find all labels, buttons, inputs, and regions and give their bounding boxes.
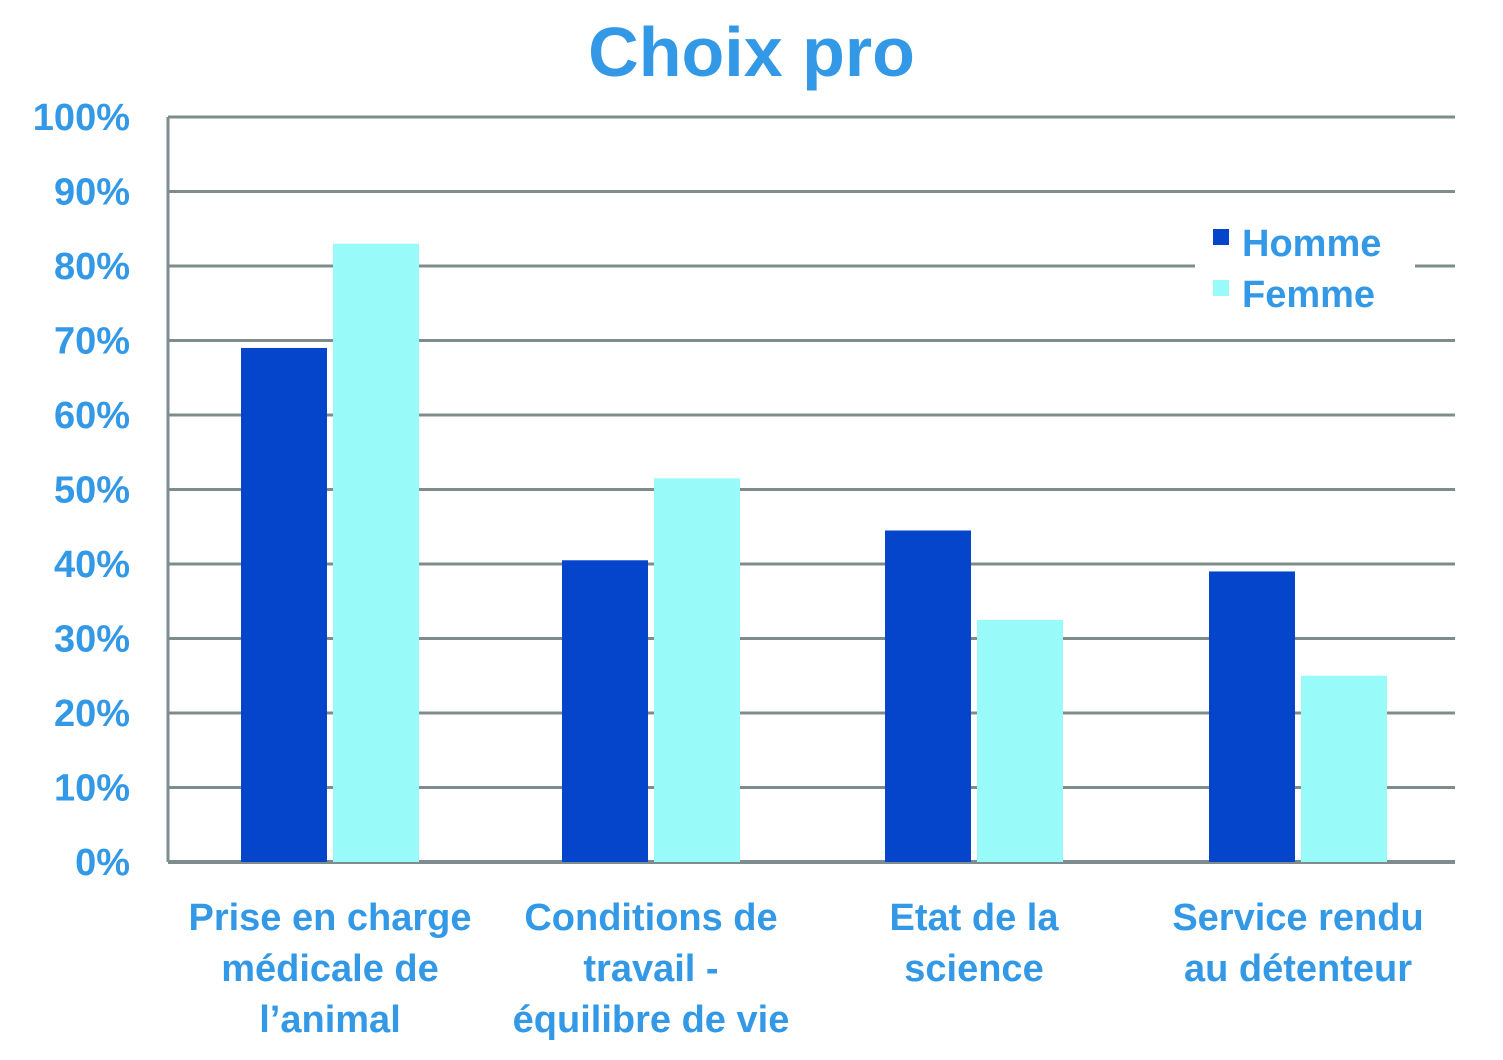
bar-homme [1209, 571, 1295, 862]
x-category-label: au détenteur [1184, 948, 1412, 990]
y-tick-label: 0% [75, 842, 130, 884]
x-category-label: Prise en charge [188, 897, 471, 939]
x-category-label: travail - [583, 948, 718, 990]
chart-title: Choix pro [588, 13, 915, 91]
x-category-label: Service rendu [1172, 897, 1423, 939]
y-tick-label: 90% [54, 172, 130, 214]
y-tick-label: 30% [54, 619, 130, 661]
legend-label-homme: Homme [1242, 223, 1381, 265]
y-tick-label: 50% [54, 470, 130, 512]
bar-femme [1301, 675, 1387, 862]
x-category-label: Conditions de [524, 897, 777, 939]
x-category-label: médicale de [221, 948, 439, 990]
y-tick-label: 40% [54, 544, 130, 586]
bar-homme [885, 530, 971, 862]
bar-femme [333, 243, 419, 862]
y-tick-label: 80% [54, 246, 130, 288]
x-category-label: équilibre de vie [513, 999, 790, 1041]
y-tick-label: 70% [54, 321, 130, 363]
legend-background [1195, 222, 1415, 322]
bar-homme [562, 560, 648, 862]
y-tick-label: 60% [54, 395, 130, 437]
x-category-label: Etat de la [890, 897, 1060, 939]
bar-femme [654, 478, 740, 862]
x-category-label: science [904, 948, 1043, 990]
x-category-label: l’animal [259, 999, 401, 1041]
y-tick-label: 100% [33, 97, 130, 139]
bar-homme [241, 347, 327, 862]
y-tick-label: 10% [54, 768, 130, 810]
legend-label-femme: Femme [1242, 274, 1375, 316]
y-tick-label: 20% [54, 693, 130, 735]
bar-femme [977, 619, 1063, 862]
legend-swatch-homme [1213, 229, 1229, 245]
legend-swatch-femme [1213, 280, 1229, 296]
